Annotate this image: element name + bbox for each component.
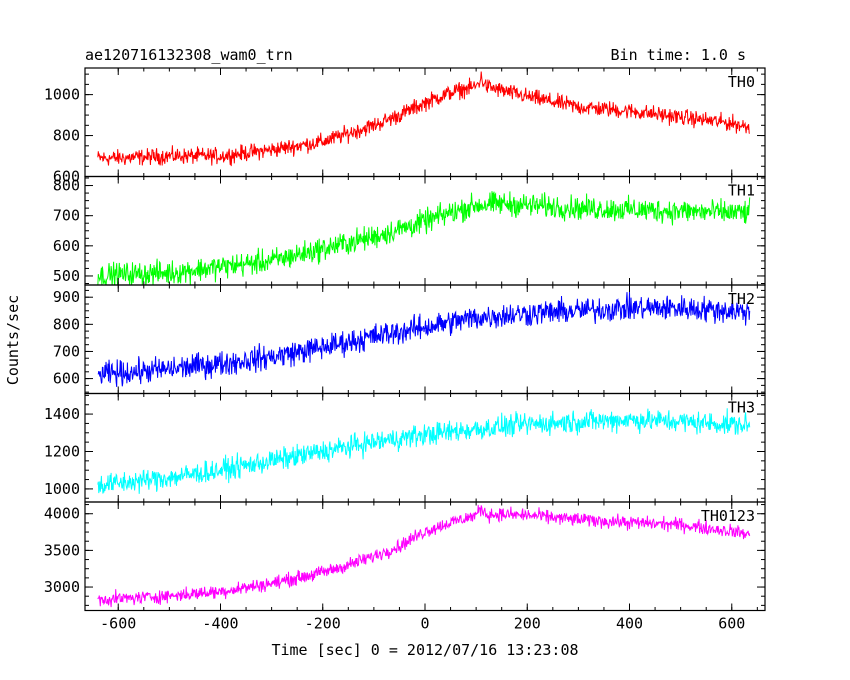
y-tick-label: 600 bbox=[53, 370, 80, 388]
x-tick-label: 0 bbox=[420, 615, 429, 633]
panel-label-th2: TH2 bbox=[728, 290, 755, 308]
y-tick-label: 1000 bbox=[44, 86, 80, 104]
chart-title-left: ae120716132308_wam0_trn bbox=[85, 46, 293, 64]
panel-label-th3: TH3 bbox=[728, 399, 755, 417]
x-tick-label: -400 bbox=[202, 615, 238, 633]
y-tick-label: 3000 bbox=[44, 578, 80, 596]
panel-label-th1: TH1 bbox=[728, 182, 755, 200]
y-tick-label: 1400 bbox=[44, 405, 80, 423]
y-tick-label: 3500 bbox=[44, 541, 80, 559]
y-tick-label: 1200 bbox=[44, 442, 80, 460]
y-tick-label: 800 bbox=[53, 315, 80, 333]
y-tick-label: 700 bbox=[53, 207, 80, 225]
series-line-th0123 bbox=[97, 504, 751, 608]
panel-th0123: -600 -400 -200 0 200 400 600 3000 3500 4000 TH0123 bbox=[44, 501, 766, 633]
y-tick-label: 900 bbox=[53, 288, 80, 306]
panel-th1: 500 600 700 800 TH1 bbox=[53, 175, 766, 286]
y-axis-label: Counts/sec bbox=[4, 295, 22, 385]
y-tick-label: 600 bbox=[53, 237, 80, 255]
series-line-th2 bbox=[97, 291, 751, 387]
series-line-th3 bbox=[97, 408, 751, 494]
panel-frame bbox=[84, 392, 766, 503]
series-line-th0 bbox=[97, 71, 750, 167]
panel-th3: 1000 1200 1400 TH3 bbox=[44, 392, 766, 503]
y-tick-label: 1000 bbox=[44, 480, 80, 498]
x-axis-label: Time [sec] 0 = 2012/07/16 13:23:08 bbox=[271, 641, 578, 659]
chart-title-right: Bin time: 1.0 s bbox=[611, 46, 746, 64]
y-tick-label: 800 bbox=[53, 127, 80, 145]
x-tick-label: -200 bbox=[305, 615, 341, 633]
x-tick-label: 600 bbox=[718, 615, 745, 633]
y-tick-label: 800 bbox=[53, 177, 80, 195]
panel-label-th0123: TH0123 bbox=[701, 507, 755, 525]
y-tick-label: 4000 bbox=[44, 505, 80, 523]
y-tick-label: 700 bbox=[53, 342, 80, 360]
x-tick-label: -600 bbox=[100, 615, 136, 633]
panel-th2: 600 700 800 900 TH2 bbox=[53, 284, 766, 395]
y-tick-label: 500 bbox=[53, 267, 80, 285]
series-line-th1 bbox=[97, 191, 751, 285]
y-tick-label: 600 bbox=[53, 168, 80, 186]
x-tick-label: 200 bbox=[514, 615, 541, 633]
x-tick-label: 400 bbox=[616, 615, 643, 633]
panel-th0: 600 800 1000 TH0 bbox=[44, 67, 766, 186]
panel-label-th0: TH0 bbox=[728, 73, 755, 91]
